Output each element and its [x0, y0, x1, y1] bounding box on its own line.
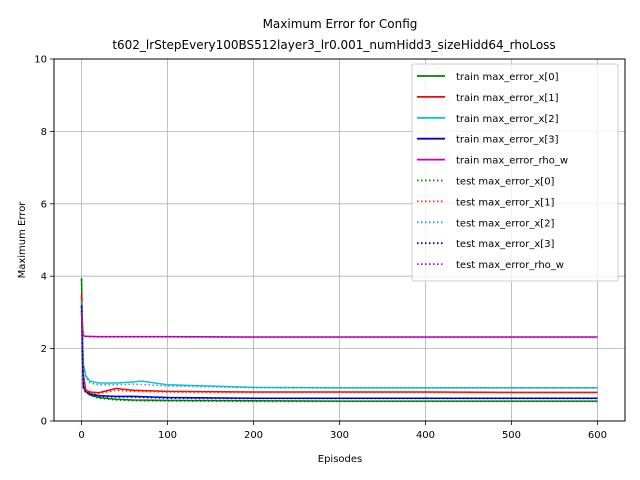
y-tick-label: 4 — [41, 272, 47, 283]
series-line-5 — [80, 279, 598, 403]
series-line-9 — [80, 314, 598, 339]
series-line-1 — [80, 294, 598, 394]
y-tick-label: 0 — [41, 417, 47, 428]
x-tick-label: 500 — [502, 430, 521, 441]
x-tick-label: 400 — [416, 430, 435, 441]
legend-entry: train max_error_x[3] — [456, 135, 559, 146]
plot-lines — [80, 277, 598, 403]
y-axis-label: Maximum Error — [17, 201, 28, 279]
y-tick-label: 6 — [41, 199, 47, 210]
legend-entry: train max_error_x[1] — [456, 93, 559, 104]
legend-entry: test max_error_x[2] — [456, 218, 555, 229]
y-axis: 0 2 4 6 8 10 — [34, 55, 54, 428]
y-tick-label: 2 — [41, 344, 47, 355]
legend-entry: train max_error_x[2] — [456, 114, 559, 125]
x-axis-label: Episodes — [318, 454, 362, 465]
x-tick-label: 600 — [588, 430, 607, 441]
legend-entry: train max_error_x[0] — [456, 72, 559, 83]
series-line-7 — [80, 303, 598, 389]
legend-entry: test max_error_x[0] — [456, 177, 555, 188]
legend-entry: test max_error_x[3] — [456, 239, 555, 250]
x-tick-label: 300 — [330, 430, 349, 441]
x-tick-label: 0 — [78, 430, 84, 441]
series-line-2 — [80, 301, 598, 389]
y-tick-label: 10 — [34, 55, 47, 66]
x-tick-label: 200 — [244, 430, 263, 441]
y-tick-label: 8 — [41, 127, 47, 138]
x-axis: 0 100 200 300 400 500 600 — [78, 421, 607, 441]
legend-box — [411, 63, 619, 282]
legend-entry: train max_error_rho_w — [456, 156, 568, 167]
legend: train max_error_x[0]train max_error_x[1]… — [411, 63, 619, 282]
legend-entry: test max_error_rho_w — [456, 260, 564, 271]
chart-subtitle: t602_lrStepEvery100BS512layer3_lr0.001_n… — [112, 38, 555, 52]
legend-entry: test max_error_x[1] — [456, 197, 555, 208]
x-tick-label: 100 — [158, 430, 177, 441]
chart-title: Maximum Error for Config — [263, 17, 418, 31]
